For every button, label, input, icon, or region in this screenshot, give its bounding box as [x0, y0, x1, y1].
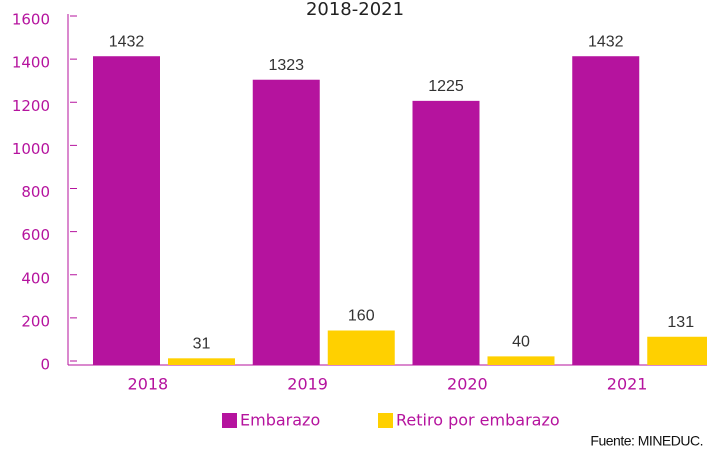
- y-tick-label: 600: [21, 226, 50, 244]
- bar: [93, 56, 160, 365]
- y-tick-label: 200: [21, 312, 50, 330]
- legend-swatch: [378, 413, 393, 428]
- data-label: 1225: [428, 78, 464, 95]
- bar: [168, 358, 235, 365]
- data-label: 1432: [109, 33, 145, 50]
- chart-title: 2018-2021: [306, 0, 404, 20]
- x-tick-label: 2018: [128, 375, 169, 394]
- bar: [412, 100, 480, 365]
- y-tick-label: 1600: [12, 11, 50, 29]
- bar: [327, 330, 395, 365]
- y-tick-label: 1000: [12, 140, 50, 158]
- bar: [252, 79, 320, 366]
- source-note: Fuente: MINEDUC.: [590, 433, 703, 449]
- x-tick-label: 2020: [447, 375, 488, 394]
- y-tick-label: 800: [21, 183, 50, 201]
- data-label: 31: [193, 336, 211, 353]
- data-label: 40: [512, 334, 530, 351]
- y-tick-label: 0: [40, 356, 50, 374]
- data-label: 131: [667, 314, 694, 331]
- data-label: 1323: [268, 57, 304, 74]
- x-tick-label: 2021: [607, 375, 648, 394]
- bar: [487, 356, 555, 365]
- bar: [647, 336, 707, 365]
- x-tick-label: 2019: [287, 375, 328, 394]
- data-label: 1432: [588, 33, 624, 50]
- y-tick-label: 400: [21, 269, 50, 287]
- y-tick-label: 1200: [12, 97, 50, 115]
- bar: [572, 56, 640, 365]
- legend-swatch: [222, 413, 237, 428]
- legend-label: Retiro por embarazo: [396, 411, 560, 430]
- data-label: 160: [348, 308, 375, 325]
- y-tick-label: 1400: [12, 54, 50, 72]
- legend-label: Embarazo: [240, 411, 320, 430]
